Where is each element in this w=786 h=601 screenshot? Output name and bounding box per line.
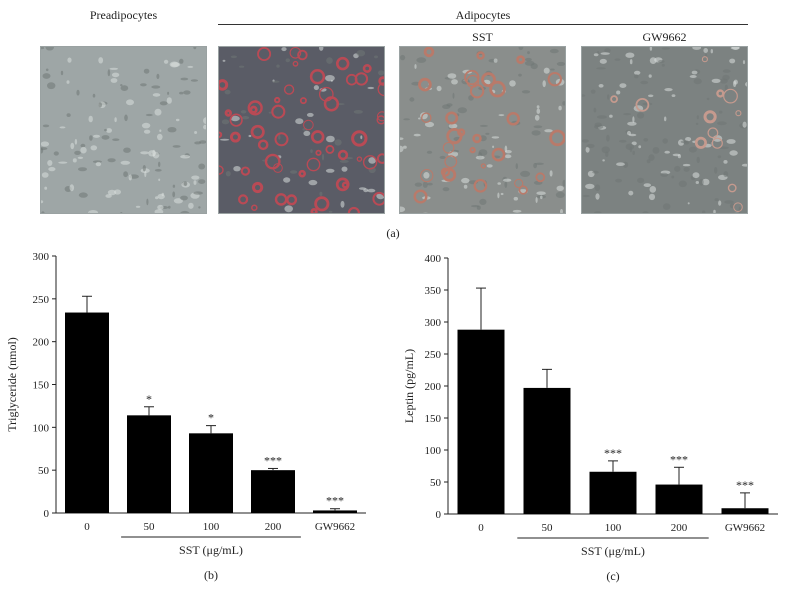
adipocytes-label: Adipocytes <box>455 8 511 22</box>
y-tick-label: 0 <box>436 509 442 521</box>
group-label: SST (μg/mL) <box>179 543 243 557</box>
x-tick-label: GW9662 <box>725 522 765 534</box>
bar <box>721 508 769 514</box>
y-tick-label: 250 <box>425 349 442 361</box>
panel-label-a: (a) <box>386 226 400 240</box>
y-tick-label: 100 <box>33 422 50 434</box>
bar <box>127 415 171 513</box>
micrograph-sst <box>399 46 566 214</box>
gw9662-label: GW9662 <box>642 30 687 44</box>
y-tick-label: 300 <box>33 251 50 263</box>
y-tick-label: 250 <box>33 294 50 306</box>
y-tick-label: 150 <box>425 413 442 425</box>
y-tick-label: 150 <box>33 380 50 392</box>
bar <box>589 471 637 514</box>
bar <box>65 312 109 513</box>
sst-label: SST <box>472 30 493 44</box>
group-label: SST (μg/mL) <box>581 544 645 558</box>
bar <box>251 470 295 513</box>
micrograph-preadipocytes <box>40 46 207 214</box>
x-tick-label: 200 <box>265 521 282 533</box>
significance-marker: *** <box>264 453 282 467</box>
micrograph-gw9662 <box>581 46 748 214</box>
y-axis-label: Leptin (pg/mL) <box>402 349 416 423</box>
y-tick-label: 200 <box>33 337 50 349</box>
y-tick-label: 400 <box>425 253 442 265</box>
x-tick-label: 50 <box>542 522 554 534</box>
preadipocytes-label: Preadipocytes <box>89 8 158 22</box>
bar <box>523 387 571 514</box>
micrograph-adipocytes <box>218 46 385 214</box>
y-tick-label: 200 <box>425 381 442 393</box>
x-tick-label: 100 <box>203 521 220 533</box>
y-tick-label: 350 <box>425 285 442 297</box>
bar <box>313 510 357 513</box>
adipocytes-rule <box>218 24 748 25</box>
y-tick-label: 300 <box>425 317 442 329</box>
x-tick-label: 50 <box>144 521 156 533</box>
bar <box>457 329 505 514</box>
x-tick-label: 200 <box>671 522 688 534</box>
significance-marker: * <box>208 411 214 425</box>
significance-marker: *** <box>670 452 688 466</box>
y-axis-label: Triglyceride (nmol) <box>5 337 19 432</box>
x-tick-label: 100 <box>605 522 622 534</box>
x-tick-label: 0 <box>478 522 484 534</box>
x-tick-label: GW9662 <box>315 521 355 533</box>
x-tick-label: 0 <box>84 521 90 533</box>
y-tick-label: 50 <box>38 465 50 477</box>
significance-marker: *** <box>604 446 622 460</box>
bar <box>189 433 233 513</box>
y-tick-label: 100 <box>425 445 442 457</box>
bar <box>655 484 703 514</box>
panel-label: (c) <box>606 569 619 583</box>
significance-marker: * <box>146 392 152 406</box>
panel-label: (b) <box>204 568 218 582</box>
significance-marker: *** <box>326 494 344 508</box>
y-tick-label: 50 <box>430 477 442 489</box>
significance-marker: *** <box>736 478 754 492</box>
y-tick-label: 0 <box>44 508 50 520</box>
